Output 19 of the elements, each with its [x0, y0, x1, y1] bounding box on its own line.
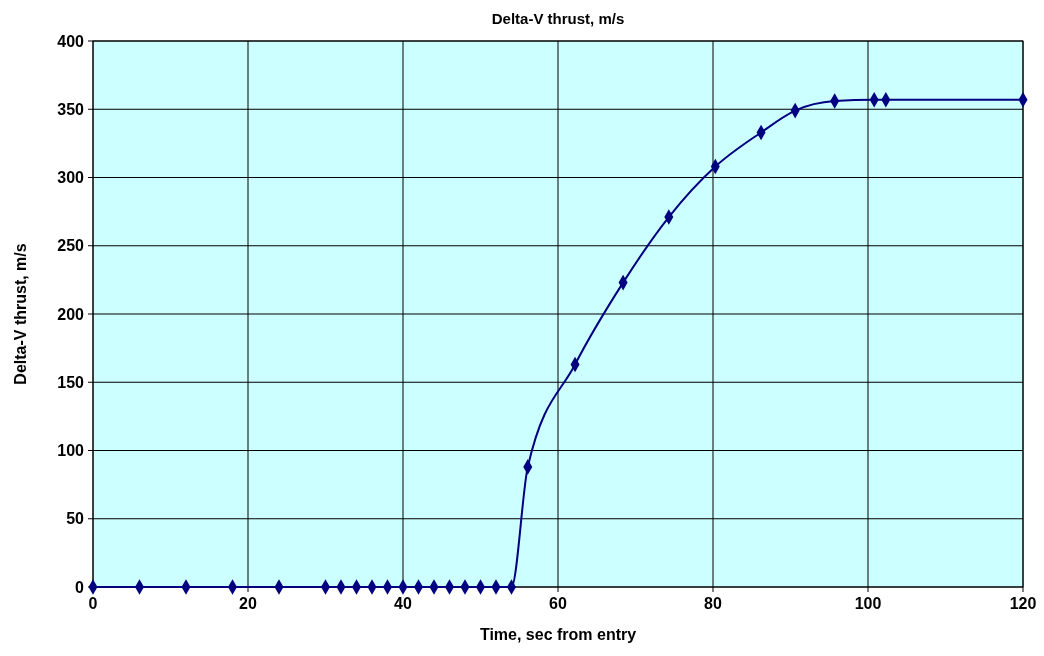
y-tick-label: 400	[57, 32, 85, 50]
y-tick-label: 50	[66, 510, 85, 528]
x-tick-label: 40	[394, 595, 412, 612]
y-tick-label: 200	[57, 305, 85, 323]
x-axis-title: Time, sec from entry	[479, 626, 637, 643]
y-tick-label: 300	[57, 169, 85, 187]
y-axis-title: Delta-V thrust, m/s	[12, 243, 29, 385]
x-tick-label: 20	[239, 595, 257, 612]
x-tick-label: 60	[549, 595, 567, 612]
y-tick-label: 0	[75, 578, 85, 596]
y-tick-label: 150	[57, 373, 85, 391]
y-tick-label: 350	[57, 100, 85, 118]
chart-title: Delta-V thrust, m/s	[491, 10, 625, 27]
x-tick-label: 120	[1009, 595, 1037, 612]
x-tick-label: 0	[88, 595, 98, 612]
x-tick-label: 100	[854, 595, 882, 612]
y-tick-label: 100	[57, 442, 85, 460]
y-tick-label: 250	[57, 237, 85, 255]
x-tick-label: 80	[704, 595, 722, 612]
